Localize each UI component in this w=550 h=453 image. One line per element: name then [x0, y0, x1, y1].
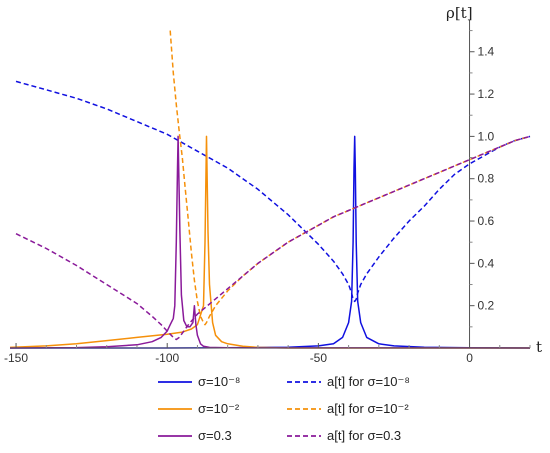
- y-tick-label: 0.4: [478, 256, 495, 270]
- y-tick-label: 0.8: [478, 172, 495, 186]
- legend-label-4: σ=0.3: [198, 428, 232, 443]
- series-layer: [9, 30, 531, 349]
- y-axis-label: ρ[t]: [446, 4, 473, 22]
- legend-label-3: a[t] for σ=10⁻²: [327, 401, 409, 416]
- x-tick-label: 0: [466, 351, 473, 365]
- series-line-3: [169, 30, 531, 326]
- legend-label-0: σ=10⁻⁸: [198, 374, 240, 389]
- series-line-2: [9, 135, 530, 349]
- y-tick-label: 0.2: [478, 299, 495, 313]
- series-line-1: [15, 80, 531, 303]
- series-line-0: [10, 135, 531, 349]
- x-tick-label: -100: [155, 351, 179, 365]
- series-line-4: [9, 135, 531, 349]
- x-tick-label: -150: [4, 351, 28, 365]
- y-tick-label: 0.6: [478, 214, 495, 228]
- x-tick-label: -50: [310, 351, 328, 365]
- legend-label-5: a[t] for σ=0.3: [327, 428, 401, 443]
- y-tick-label: 1.2: [478, 87, 495, 101]
- y-tick-label: 1.0: [478, 129, 495, 143]
- legend: σ=10⁻⁸ a[t] for σ=10⁻⁸ σ=10⁻² a[t] for σ=10…: [158, 374, 410, 443]
- axes-layer: [10, 20, 530, 349]
- legend-label-2: σ=10⁻²: [198, 401, 240, 416]
- x-axis-label: t: [536, 338, 542, 356]
- ticks-layer: -150 -100 -50 0 0.2 0.4 0.6 0.8 1.0 1.2 1.4: [4, 30, 531, 365]
- series-line-5: [15, 135, 531, 341]
- y-tick-label: 1.4: [478, 45, 495, 59]
- legend-label-1: a[t] for σ=10⁻⁸: [327, 374, 410, 389]
